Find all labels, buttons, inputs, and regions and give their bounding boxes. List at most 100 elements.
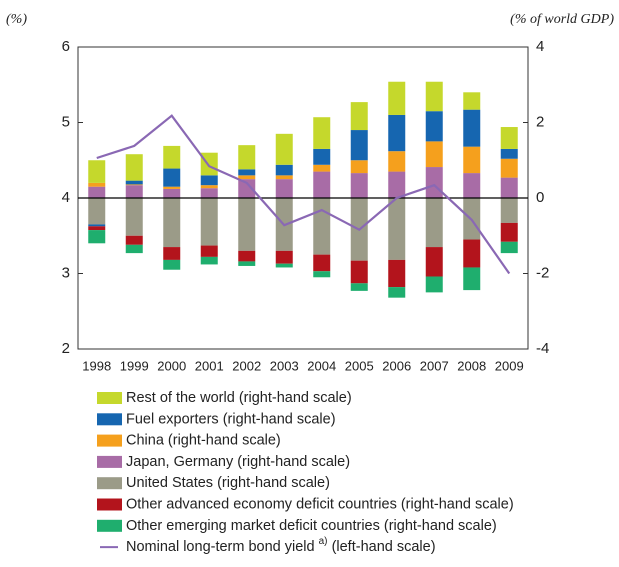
- y2-tick-label: 2: [536, 113, 544, 130]
- x-tick-label: 2006: [382, 358, 411, 373]
- bar-segment: [350, 130, 368, 161]
- bar-segment: [388, 171, 406, 198]
- bar-segment: [125, 180, 143, 185]
- bar-segment: [200, 188, 218, 198]
- legend-text: Japan, Germany (right-hand scale): [126, 454, 350, 470]
- legend-text: Rest of the world (right-hand scale): [126, 390, 352, 406]
- bar-segment: [238, 145, 256, 170]
- legend-text: Nominal long-term bond yield: [126, 539, 315, 555]
- bar-segment: [388, 151, 406, 172]
- bar-segment: [125, 154, 143, 181]
- bar-segment: [500, 127, 518, 149]
- y2-tick-label: 4: [536, 38, 544, 55]
- y-tick-label: 5: [62, 113, 70, 130]
- legend-text: (left-hand scale): [332, 539, 436, 555]
- legend-item: Rest of the world (right-hand scale): [97, 390, 352, 406]
- y-tick-label: 4: [62, 189, 70, 206]
- legend-swatch: [97, 434, 122, 447]
- bar-segment: [275, 175, 293, 180]
- bar-segment: [275, 179, 293, 198]
- x-tick-label: 1998: [82, 358, 111, 373]
- bar-segment: [388, 198, 406, 260]
- bar-segment: [425, 111, 443, 142]
- bar-segment: [500, 222, 518, 242]
- bar-segment: [313, 198, 331, 255]
- bar-segment: [238, 261, 256, 266]
- legend-label: United States (right-hand scale): [126, 475, 330, 491]
- y2-tick-label: 0: [536, 189, 544, 206]
- bar-segment: [275, 133, 293, 165]
- x-tick-label: 2002: [232, 358, 261, 373]
- legend-text: a): [319, 536, 328, 547]
- legend-label: Rest of the world (right-hand scale): [126, 390, 352, 406]
- bar-segment: [463, 146, 481, 174]
- bar-segment: [238, 169, 256, 176]
- bar-segment: [125, 184, 143, 186]
- bar-segment: [350, 283, 368, 291]
- bar-segment: [200, 185, 218, 189]
- bar-segment: [388, 114, 406, 152]
- right-axis-label: (% of world GDP): [510, 12, 614, 27]
- legend-text: China (right-hand scale): [126, 432, 281, 448]
- y-tick-label: 3: [62, 264, 70, 281]
- bar-segment: [350, 260, 368, 284]
- line-series: [96, 114, 511, 275]
- bar-segment: [125, 235, 143, 245]
- bar-segment: [313, 117, 331, 149]
- legend-item: Japan, Germany (right-hand scale): [97, 454, 350, 470]
- legend-text: United States (right-hand scale): [126, 475, 330, 491]
- bar-segment: [88, 230, 106, 244]
- x-tick-label: 2000: [157, 358, 186, 373]
- legend-label: Japan, Germany (right-hand scale): [126, 454, 350, 470]
- bar-segment: [500, 198, 518, 223]
- bar-segment: [163, 188, 181, 198]
- bar-segment: [200, 245, 218, 257]
- left-axis-label: (%): [6, 12, 27, 27]
- legend-label: Nominal long-term bond yield a) (left-ha…: [126, 536, 436, 555]
- x-tick-label: 2003: [270, 358, 299, 373]
- bar-segment: [500, 158, 518, 178]
- bar-segment: [463, 239, 481, 268]
- legend-swatch: [97, 413, 122, 426]
- legend-label: Fuel exporters (right-hand scale): [126, 411, 336, 427]
- bar-segment: [163, 186, 181, 189]
- legend-item: China (right-hand scale): [97, 432, 281, 448]
- y2-tick-label: -2: [536, 264, 549, 281]
- bar-segment: [238, 179, 256, 198]
- legend-label: China (right-hand scale): [126, 432, 281, 448]
- bar-segment: [425, 167, 443, 198]
- bar-segment: [313, 164, 331, 172]
- bar-segment: [313, 254, 331, 272]
- bar-segment: [463, 109, 481, 147]
- bar-segment: [313, 171, 331, 198]
- legend-text: Other advanced economy deficit countries…: [126, 496, 514, 512]
- bar-segment: [125, 198, 143, 236]
- y2-tick-label: -4: [536, 340, 549, 357]
- bar-segment: [88, 182, 106, 187]
- bar-segment: [275, 250, 293, 264]
- bar-segment: [200, 175, 218, 186]
- bar-segment: [463, 267, 481, 291]
- bar-segment: [500, 148, 518, 159]
- y-tick-label: 2: [62, 340, 70, 357]
- x-tick-label: 2007: [420, 358, 449, 373]
- x-tick-label: 2009: [495, 358, 524, 373]
- bar-segment: [275, 164, 293, 176]
- bar-segment: [238, 250, 256, 262]
- bar-segment: [88, 226, 106, 231]
- bar-segment: [425, 276, 443, 293]
- bar-segment: [350, 160, 368, 174]
- legend-item: United States (right-hand scale): [97, 475, 330, 491]
- bar-segment: [500, 177, 518, 198]
- bar-segment: [388, 81, 406, 115]
- x-tick-label: 1999: [120, 358, 149, 373]
- x-tick-label: 2001: [195, 358, 224, 373]
- bar-segment: [125, 185, 143, 198]
- legend-swatch: [97, 519, 122, 532]
- bar-segment: [350, 102, 368, 131]
- bar-segment: [88, 186, 106, 198]
- bar-segment: [500, 241, 518, 254]
- bar-segment: [425, 81, 443, 112]
- bar-segment: [275, 263, 293, 268]
